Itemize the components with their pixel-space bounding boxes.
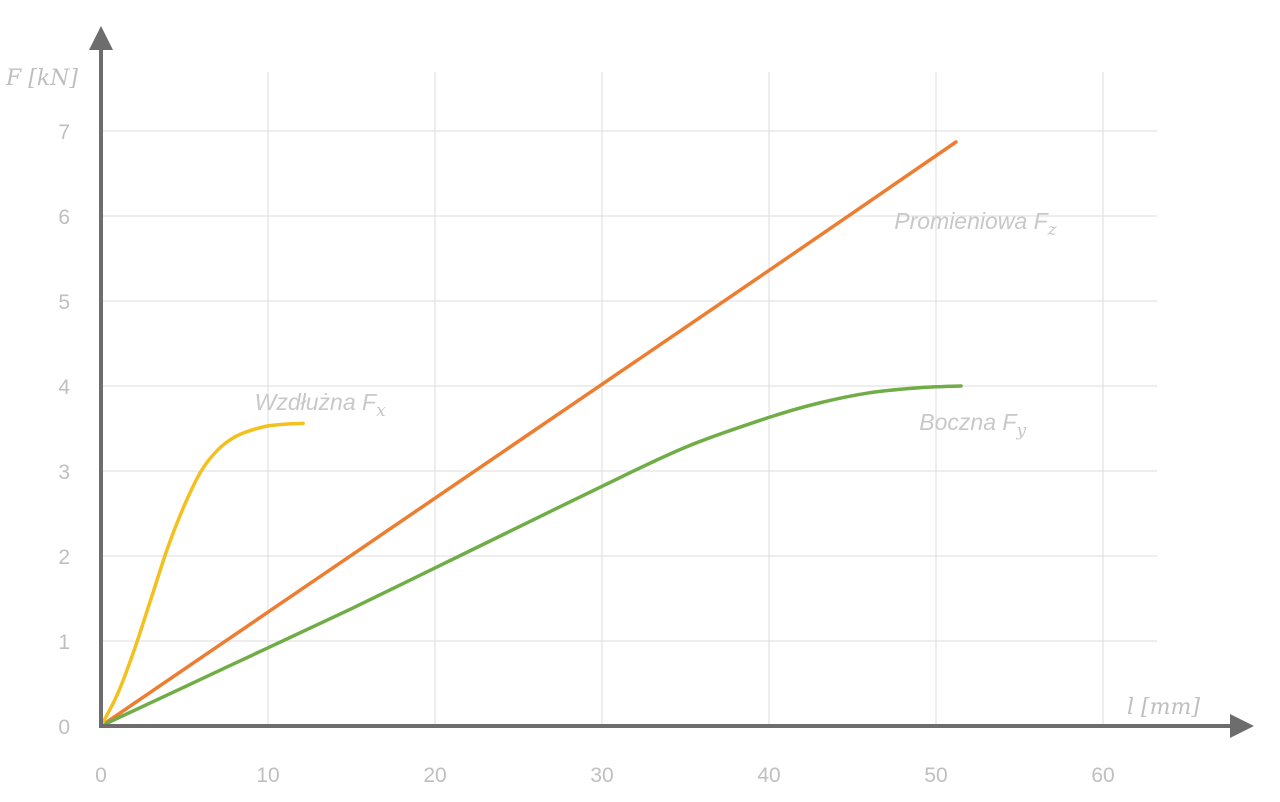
series-label-promieniowa: Promieniowa Fz xyxy=(894,208,1057,240)
y-tick-label: 5 xyxy=(58,291,70,314)
y-tick-label: 6 xyxy=(58,206,70,229)
y-tick-label: 0 xyxy=(58,716,70,739)
y-tick-label: 4 xyxy=(58,376,70,399)
x-axis-arrowhead xyxy=(1230,714,1254,738)
x-tick-label: 40 xyxy=(757,764,780,787)
series-labels: Promieniowa Fz Boczna Fy Wzdłużna Fx xyxy=(255,208,1058,441)
series-label-wzdluzna: Wzdłużna Fx xyxy=(255,389,386,421)
tick-labels: 0 10 20 30 40 50 60 0 1 2 3 4 5 6 7 xyxy=(58,121,1114,787)
x-tick-label: 30 xyxy=(590,764,613,787)
x-tick-label: 20 xyxy=(423,764,446,787)
series-line-boczna xyxy=(99,384,963,728)
y-tick-label: 7 xyxy=(58,121,70,144)
x-tick-label: 0 xyxy=(95,764,107,787)
series-lines xyxy=(99,140,963,728)
x-tick-label: 10 xyxy=(256,764,279,787)
y-axis-arrowhead xyxy=(89,26,113,50)
y-tick-label: 3 xyxy=(58,461,70,484)
y-tick-label: 2 xyxy=(58,546,70,569)
series-line-wzdluzna xyxy=(99,421,305,728)
series-label-boczna: Boczna Fy xyxy=(919,409,1026,441)
x-axis-title: l [mm] xyxy=(1127,695,1200,720)
x-tick-label: 60 xyxy=(1091,764,1114,787)
x-tick-label: 50 xyxy=(924,764,947,787)
series-line-promieniowa xyxy=(99,140,958,728)
y-axis-title: F [kN] xyxy=(5,66,78,91)
axes xyxy=(89,26,1254,738)
grid-lines xyxy=(101,72,1157,726)
y-tick-label: 1 xyxy=(58,631,70,654)
